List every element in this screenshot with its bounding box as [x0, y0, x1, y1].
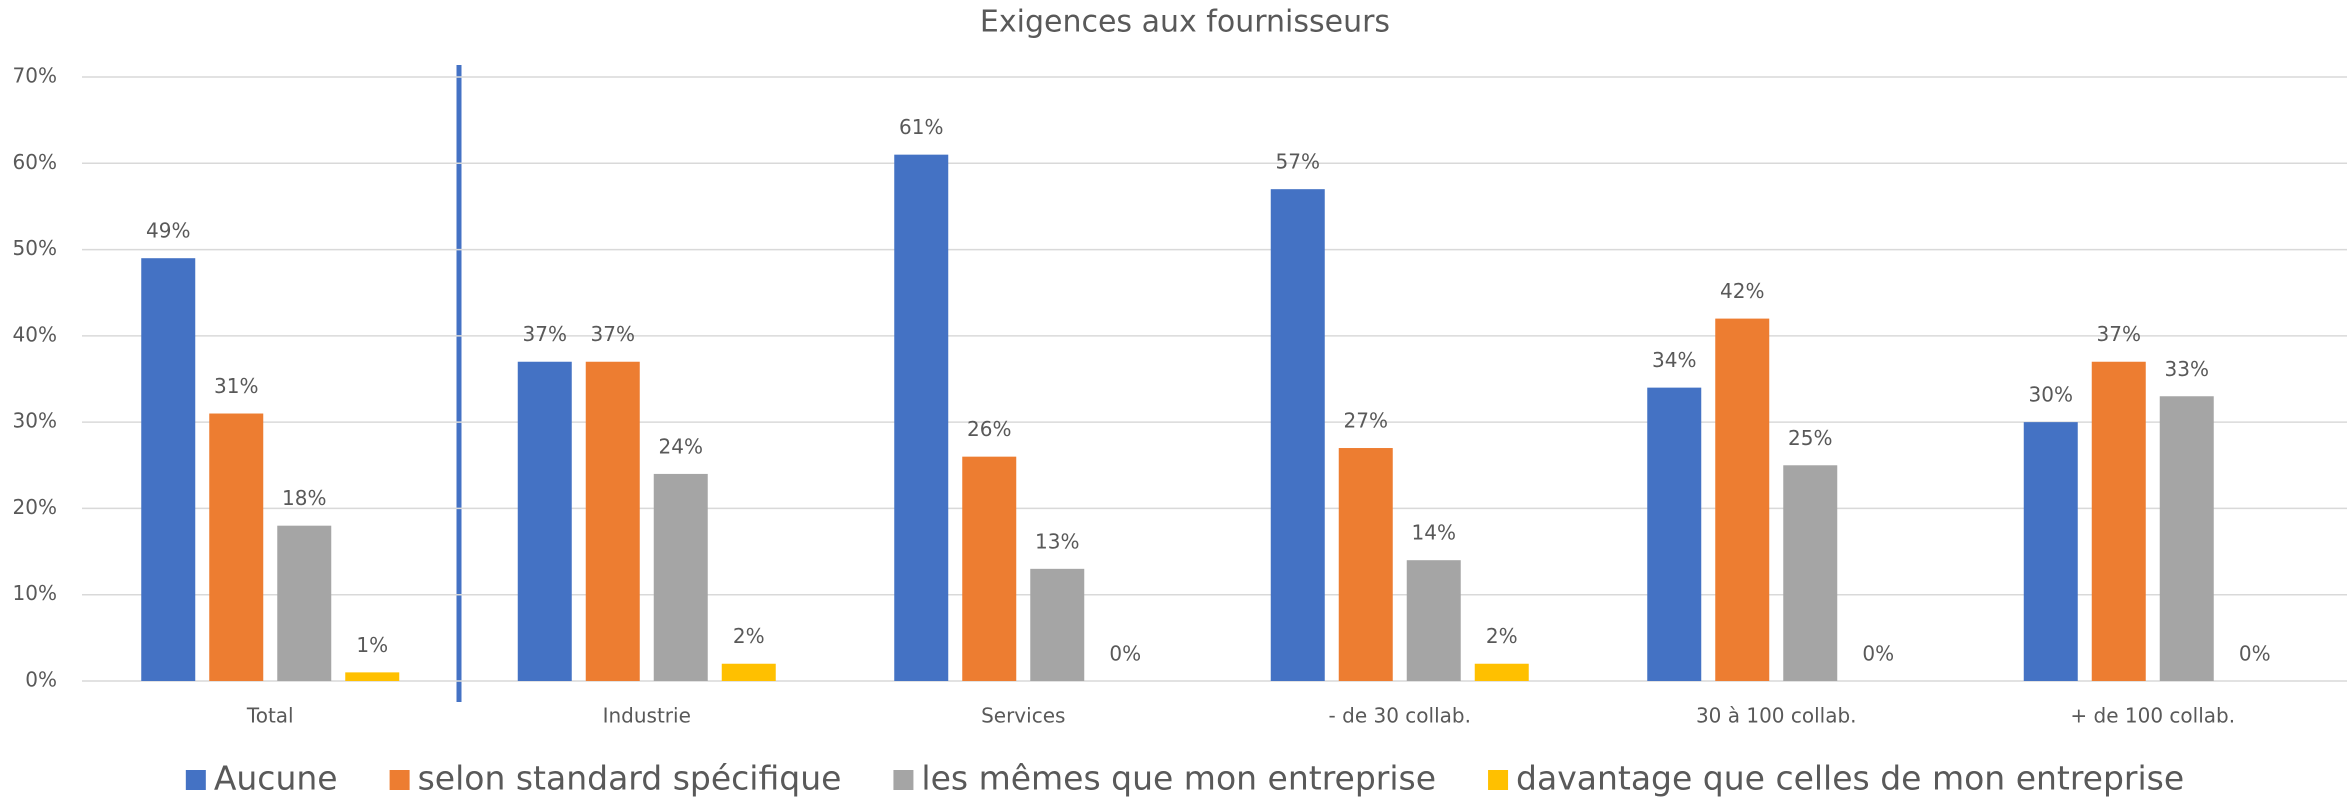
data-label: 25%: [1788, 426, 1832, 450]
y-tick-label: 70%: [13, 64, 57, 88]
data-label: 49%: [146, 219, 190, 243]
bar: [2091, 361, 2146, 681]
bar: [1783, 465, 1838, 681]
bar: [1715, 318, 1770, 681]
data-label: 37%: [2097, 322, 2141, 346]
bar: [2023, 422, 2078, 681]
bar: [1406, 560, 1461, 681]
data-label: 42%: [1720, 279, 1764, 303]
legend-label: davantage que celles de mon entreprise: [1516, 759, 2184, 798]
data-label: 34%: [1652, 348, 1696, 372]
y-tick-label: 10%: [13, 581, 57, 605]
data-label: 2%: [1486, 624, 1518, 648]
y-tick-label: 60%: [13, 150, 57, 174]
bar: [962, 456, 1017, 681]
x-tick-label: Services: [981, 704, 1065, 728]
legend-label: les mêmes que mon entreprise: [921, 759, 1436, 798]
y-tick-label: 40%: [13, 322, 57, 346]
data-label: 33%: [2165, 357, 2209, 381]
bar: [1647, 387, 1702, 681]
x-tick-label: + de 100 collab.: [2070, 704, 2235, 728]
y-tick-label: 30%: [13, 409, 57, 433]
legend-swatch: [1488, 770, 1509, 790]
x-tick-label: Total: [246, 704, 294, 728]
bar: [209, 413, 264, 681]
data-label: 18%: [282, 486, 326, 510]
data-label: 61%: [899, 115, 943, 139]
data-label: 37%: [591, 322, 635, 346]
bar: [1030, 568, 1085, 681]
bar: [517, 361, 572, 681]
bar: [2159, 396, 2214, 681]
bar: [277, 525, 332, 681]
data-label: 2%: [733, 624, 765, 648]
data-label: 0%: [1862, 642, 1894, 666]
data-label: 57%: [1276, 150, 1320, 174]
legend-swatch: [185, 770, 206, 790]
y-tick-label: 20%: [13, 495, 57, 519]
bar: [653, 473, 708, 681]
bar: [585, 361, 640, 681]
legend-label: selon standard spécifique: [418, 759, 842, 798]
bar: [1270, 189, 1325, 681]
data-label: 24%: [659, 434, 703, 458]
data-label: 13%: [1035, 529, 1079, 553]
bar: [141, 258, 196, 681]
data-label: 30%: [2029, 383, 2073, 407]
data-label: 27%: [1344, 409, 1388, 433]
x-tick-label: 30 à 100 collab.: [1696, 704, 1857, 728]
data-label: 0%: [1109, 642, 1141, 666]
bar: [1338, 448, 1393, 681]
bar: [1474, 663, 1529, 681]
bar: [721, 663, 776, 681]
data-label: 1%: [356, 633, 388, 657]
data-label: 0%: [2239, 642, 2271, 666]
data-label: 14%: [1412, 521, 1456, 545]
y-tick-label: 0%: [25, 668, 57, 692]
legend-label: Aucune: [214, 759, 338, 798]
legend-swatch: [389, 770, 410, 790]
data-label: 31%: [214, 374, 258, 398]
x-tick-label: - de 30 collab.: [1329, 704, 1471, 728]
legend-swatch: [893, 770, 914, 790]
bar: [345, 672, 400, 681]
data-label: 26%: [967, 417, 1011, 441]
data-label: 37%: [523, 322, 567, 346]
chart-title: Exigences aux fournisseurs: [980, 5, 1390, 40]
y-tick-label: 50%: [13, 236, 57, 260]
bar: [894, 154, 949, 681]
x-tick-label: Industrie: [603, 704, 691, 728]
